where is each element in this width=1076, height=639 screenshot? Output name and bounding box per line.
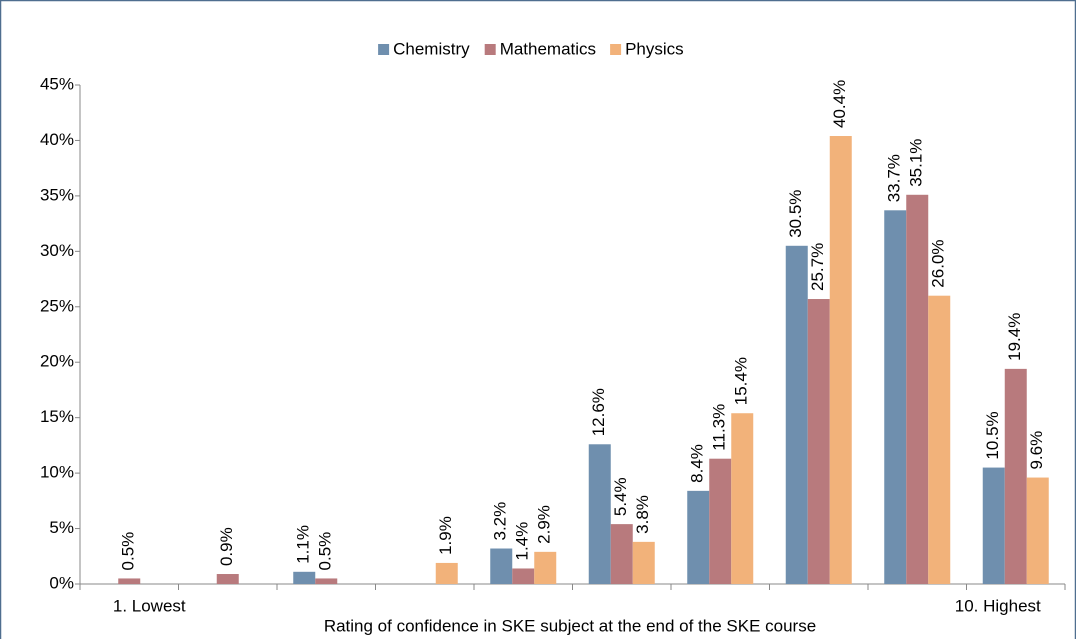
legend-label: Mathematics bbox=[500, 39, 596, 58]
value-label: 3.2% bbox=[491, 502, 510, 541]
value-label: 12.6% bbox=[589, 388, 608, 436]
value-label: 11.3% bbox=[710, 404, 729, 451]
x-tick-label: 10. Highest bbox=[955, 596, 1041, 615]
bar bbox=[709, 458, 732, 584]
bar bbox=[315, 578, 338, 584]
x-tick-label: 1. Lowest bbox=[113, 596, 186, 615]
y-tick-label: 45% bbox=[40, 74, 74, 93]
y-tick-label: 40% bbox=[40, 130, 74, 149]
value-label: 0.5% bbox=[316, 532, 335, 571]
bar bbox=[884, 210, 907, 584]
bar bbox=[610, 524, 633, 584]
value-label: 1.1% bbox=[294, 525, 313, 564]
value-label: 3.8% bbox=[633, 495, 652, 534]
y-tick-label: 15% bbox=[40, 407, 74, 426]
bar bbox=[588, 444, 611, 584]
bar bbox=[293, 571, 316, 584]
legend-label: Chemistry bbox=[393, 39, 470, 58]
bar bbox=[982, 467, 1005, 584]
value-label: 1.4% bbox=[513, 522, 532, 561]
bar bbox=[785, 245, 808, 585]
value-label: 1.9% bbox=[436, 516, 455, 555]
y-tick-label: 35% bbox=[40, 185, 74, 204]
legend-swatch bbox=[610, 44, 622, 55]
bar bbox=[118, 578, 141, 584]
bar bbox=[1004, 368, 1027, 584]
bar bbox=[807, 299, 830, 584]
y-tick-label: 10% bbox=[40, 463, 74, 482]
bar bbox=[435, 562, 458, 584]
bar bbox=[632, 541, 655, 584]
bar bbox=[216, 574, 239, 584]
value-label: 19.4% bbox=[1005, 313, 1024, 361]
bar bbox=[906, 194, 929, 584]
value-label: 5.4% bbox=[611, 477, 630, 516]
value-label: 8.4% bbox=[688, 444, 707, 483]
bar bbox=[928, 295, 951, 584]
y-tick-label: 25% bbox=[40, 296, 74, 315]
value-label: 35.1% bbox=[907, 139, 926, 187]
value-label: 0.5% bbox=[119, 532, 138, 571]
y-tick-label: 20% bbox=[40, 352, 74, 371]
bar bbox=[731, 413, 754, 584]
bar bbox=[512, 568, 535, 584]
value-label: 0.9% bbox=[217, 527, 236, 566]
bar bbox=[829, 136, 852, 584]
value-label: 25.7% bbox=[808, 243, 827, 291]
bar bbox=[534, 551, 557, 584]
x-axis-title: Rating of confidence in SKE subject at t… bbox=[324, 616, 816, 635]
y-tick-label: 0% bbox=[49, 573, 74, 592]
value-label: 33.7% bbox=[885, 154, 904, 202]
y-tick-label: 30% bbox=[40, 241, 74, 260]
value-label: 26.0% bbox=[929, 239, 948, 287]
y-tick-label: 5% bbox=[49, 518, 74, 537]
value-label: 15.4% bbox=[732, 357, 751, 405]
value-label: 40.4% bbox=[830, 80, 849, 128]
value-label: 10.5% bbox=[983, 411, 1002, 459]
bar bbox=[1026, 477, 1049, 584]
bar bbox=[687, 490, 710, 584]
legend-swatch bbox=[484, 44, 496, 55]
bar bbox=[490, 548, 513, 584]
value-label: 9.6% bbox=[1027, 431, 1046, 470]
value-label: 30.5% bbox=[786, 190, 805, 238]
legend-swatch bbox=[378, 44, 390, 55]
value-label: 2.9% bbox=[535, 505, 554, 544]
legend-label: Physics bbox=[625, 39, 684, 58]
